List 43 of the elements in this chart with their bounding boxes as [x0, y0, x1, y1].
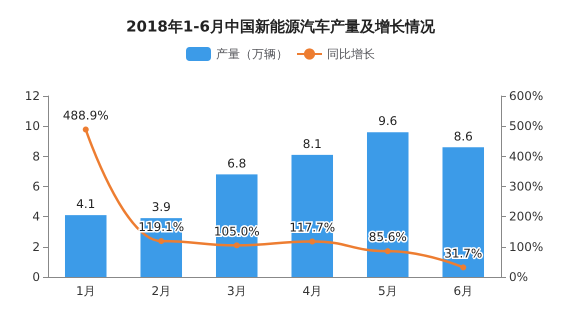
legend-label: 同比增长 [327, 47, 375, 61]
y2-tick-label: 300% [509, 180, 544, 194]
y2-tick-label: 100% [509, 240, 544, 254]
bar [64, 215, 107, 277]
y-tick-label: 8 [32, 149, 40, 164]
x-tick-label: 5月 [378, 284, 398, 298]
y-tick-label: 10 [24, 119, 40, 134]
y2-tick-label: 500% [509, 119, 544, 134]
point [158, 238, 164, 244]
point [384, 248, 391, 254]
legend-label: 产量（万辆） [216, 47, 288, 61]
bar [216, 174, 258, 277]
y2-tick-label: 600% [509, 89, 544, 103]
x-tick-label: 6月 [453, 284, 474, 298]
data-label: 85.6% [368, 230, 407, 244]
y2-tick-label: 400% [509, 149, 544, 164]
y2-tick-label: 200% [509, 210, 544, 224]
y2-tick-label: 0% [509, 270, 528, 284]
data-label: 6.8 [227, 156, 246, 170]
bar [366, 132, 409, 277]
point [460, 264, 466, 270]
data-label: 9.6 [378, 114, 398, 128]
data-label: 8.6 [454, 129, 473, 144]
data-label: 3.9 [152, 200, 171, 214]
x-tick-label: 3月 [226, 284, 247, 298]
chart-title: 2018年1-6月中国新能源汽车产量及增长情况 [126, 18, 436, 36]
bar [291, 154, 334, 277]
y-tick-label: 4 [32, 210, 40, 224]
x-tick-label: 4月 [302, 284, 322, 298]
y-tick-label: 12 [24, 89, 40, 103]
data-label: 8.1 [302, 136, 322, 151]
y-tick-label: 6 [32, 180, 40, 194]
bar [442, 147, 484, 277]
x-tick-label: 2月 [151, 284, 172, 298]
point [309, 238, 316, 244]
data-label: 488.9% [62, 108, 109, 123]
x-tick-label: 1月 [76, 284, 96, 298]
data-label: 4.1 [76, 197, 96, 212]
y-tick-label: 0 [32, 270, 40, 284]
point [82, 126, 89, 133]
y-tick-label: 2 [32, 240, 40, 254]
point [234, 242, 240, 248]
data-label: 31.7% [444, 246, 482, 260]
